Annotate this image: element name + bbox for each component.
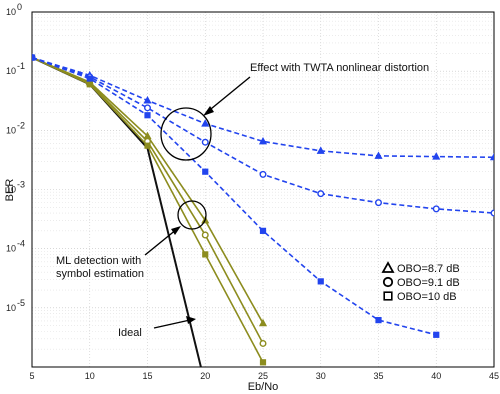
x-tick-label: 30 [316,371,326,381]
legend-entry: OBO=9.1 dB [384,277,460,289]
data-point-square [145,143,150,148]
y-tick-exponent: 0 [17,2,22,12]
y-axis-label: BER [4,179,16,202]
y-tick-label: 10 [6,125,16,135]
x-tick-label: 35 [373,371,383,381]
legend-entry: OBO=8.7 dB [383,263,460,275]
data-point-circle [260,172,266,178]
x-axis-label: Eb/No [248,381,279,393]
annotation-ml-line: ML detection with [56,255,141,267]
y-tick-exponent: -1 [17,61,25,71]
x-tick-label: 45 [489,371,499,381]
y-tick-exponent: -4 [17,239,25,249]
legend-triangle-icon [383,263,393,272]
y-tick-label: 10 [6,244,16,254]
data-point-square [29,55,34,60]
y-tick-exponent: -5 [17,298,25,308]
legend-entry: OBO=10 dB [384,291,456,303]
annotation-ml-line: symbol estimation [56,268,144,280]
legend-label: OBO=10 dB [397,291,457,303]
ml-arrow-head [171,226,181,235]
data-point-square [434,332,439,337]
legend-label: OBO=8.7 dB [397,263,460,275]
data-point-square [260,360,265,365]
series-twta-square [29,55,439,338]
ideal-arrow [154,320,190,328]
y-tick-label: 10 [6,66,16,76]
data-point-square [203,169,208,174]
x-tick-label: 25 [258,371,268,381]
data-point-square [376,317,381,322]
x-tick-label: 20 [200,371,210,381]
data-point-square [260,228,265,233]
legend-label: OBO=9.1 dB [397,277,460,289]
data-point-square [203,252,208,257]
legend-square-icon [384,292,392,300]
legend-circle-icon [384,278,392,286]
data-point-circle [318,191,324,197]
y-tick-exponent: -2 [17,120,25,130]
y-tick-label: 10 [6,7,16,17]
data-point-circle [491,210,497,216]
data-point-circle [145,105,151,111]
data-point-circle [260,341,266,347]
annotation-ideal: Ideal [118,327,142,339]
data-point-square [87,76,92,81]
x-tick-label: 40 [431,371,441,381]
data-point-circle [376,200,382,206]
x-tick-label: 15 [142,371,152,381]
annotation-twta: Effect with TWTA nonlinear distortion [250,62,429,74]
x-tick-label: 5 [29,371,34,381]
y-tick-label: 10 [6,303,16,313]
x-tick-label: 10 [85,371,95,381]
data-point-square [145,113,150,118]
y-tick-exponent: -3 [17,180,25,190]
data-point-circle [202,232,208,238]
data-point-square [87,82,92,87]
data-point-circle [433,206,439,212]
legend: OBO=8.7 dB OBO=9.1 dB OBO=10 dB [383,263,460,303]
data-point-circle [202,139,208,145]
data-point-square [318,279,323,284]
series-line [32,58,436,335]
